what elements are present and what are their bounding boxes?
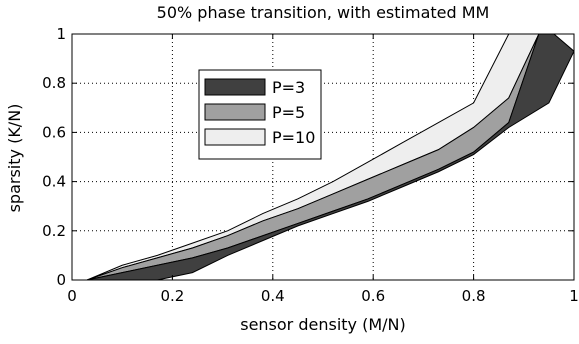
chart-title: 50% phase transition, with estimated MM [157,3,490,22]
x-tick-label: 1 [569,287,579,305]
x-axis-label: sensor density (M/N) [240,315,406,334]
y-axis-label: sparsity (K/N) [5,104,24,213]
legend-swatch [204,128,266,146]
x-tick-label: 0.8 [462,287,486,305]
legend-label: P=10 [272,128,315,147]
legend-label: P=5 [272,103,305,122]
plot-area: 0 0.2 0.4 0.6 0.8 1 0 0.2 0.4 0.6 0.8 1 P=3 P=5 P=10 [42,25,579,305]
y-tick-label: 0.6 [42,123,66,141]
y-tick-label: 1 [56,25,66,43]
y-tick-label: 0.2 [42,222,66,240]
plot-frame [71,33,575,281]
y-tick-label: 0.8 [42,74,66,92]
legend: P=3 P=5 P=10 [198,69,322,160]
x-tick-label: 0.2 [160,287,184,305]
y-tick-label: 0 [56,271,66,289]
legend-label: P=3 [272,78,305,97]
band-p-3 [86,34,574,280]
y-tick-label: 0.4 [42,173,66,191]
legend-swatch [204,103,266,121]
x-tick-label: 0.6 [361,287,385,305]
x-tick-label: 0 [67,287,77,305]
legend-swatch [204,78,266,96]
x-tick-label: 0.4 [261,287,285,305]
series-bands [86,34,574,280]
